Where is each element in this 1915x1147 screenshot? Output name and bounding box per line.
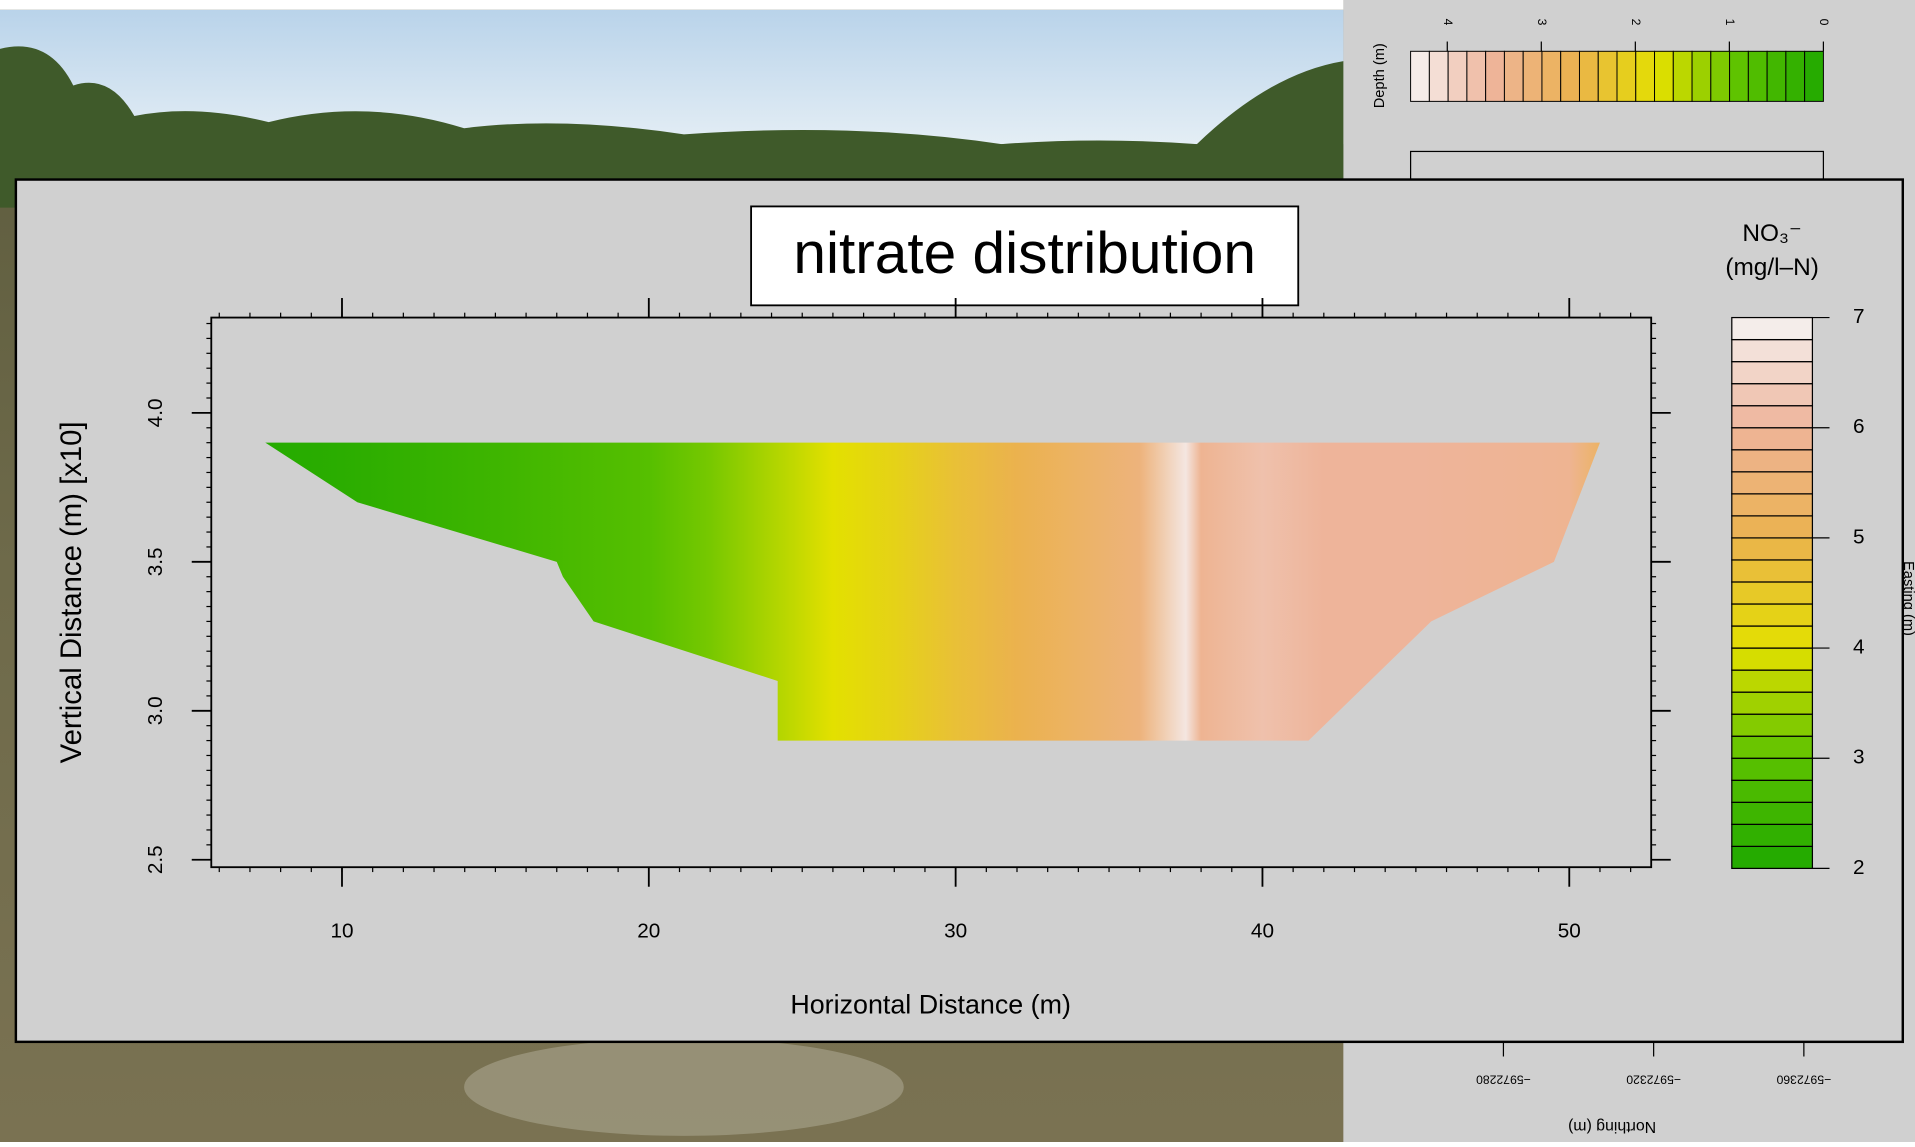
depth-band xyxy=(1805,51,1824,101)
depth-band xyxy=(1655,51,1674,101)
northing-tick-label: −5972320 xyxy=(1626,1072,1681,1086)
colorbar-band xyxy=(1732,758,1813,780)
depth-band xyxy=(1673,51,1692,101)
colorbar-band xyxy=(1732,648,1813,670)
colorbar-band xyxy=(1732,780,1813,802)
depth-tick-label: 0 xyxy=(1817,19,1831,26)
y-tick-label: 2.5 xyxy=(144,845,167,874)
colorbar-band xyxy=(1732,846,1813,868)
colorbar-band xyxy=(1732,516,1813,538)
depth-band xyxy=(1486,51,1505,101)
depth-band xyxy=(1692,51,1711,101)
depth-tick-label: 1 xyxy=(1723,19,1737,26)
colorbar-tick-label: 2 xyxy=(1853,856,1865,879)
colorbar-band xyxy=(1732,428,1813,450)
colorbar-band xyxy=(1732,824,1813,846)
colorbar-band xyxy=(1732,582,1813,604)
depth-tick-label: 2 xyxy=(1629,19,1643,26)
colorbar-tick-label: 3 xyxy=(1853,746,1865,769)
legend-title: NO₃⁻ xyxy=(1742,220,1801,247)
depth-band xyxy=(1504,51,1523,101)
x-axis-label: Horizontal Distance (m) xyxy=(790,990,1071,1020)
legend-unit: (mg/l–N) xyxy=(1725,254,1819,281)
depth-band xyxy=(1467,51,1486,101)
colorbar-band xyxy=(1732,714,1813,736)
colorbar-band xyxy=(1732,670,1813,692)
x-tick-label: 40 xyxy=(1251,919,1274,942)
colorbar-band xyxy=(1732,802,1813,824)
depth-band xyxy=(1411,51,1430,101)
x-tick-label: 20 xyxy=(637,919,660,942)
depth-band xyxy=(1448,51,1467,101)
depth-tick-label: 4 xyxy=(1441,19,1455,26)
x-tick-label: 30 xyxy=(944,919,967,942)
depth-band xyxy=(1429,51,1448,101)
colorbar-band xyxy=(1732,626,1813,648)
y-tick-label: 3.0 xyxy=(144,696,167,725)
x-axis-label: Northing (m) xyxy=(1568,1118,1656,1135)
depth-band xyxy=(1579,51,1598,101)
depth-tick-label: 3 xyxy=(1535,19,1549,26)
colorbar-band xyxy=(1732,340,1813,362)
depth-band xyxy=(1711,51,1730,101)
depth-band xyxy=(1636,51,1655,101)
colorbar-label: Depth (m) xyxy=(1372,43,1388,108)
colorbar-band xyxy=(1732,604,1813,626)
depth-band xyxy=(1748,51,1767,101)
depth-band xyxy=(1561,51,1580,101)
colorbar-band xyxy=(1732,406,1813,428)
depth-band xyxy=(1730,51,1749,101)
colorbar-tick-label: 6 xyxy=(1853,415,1865,438)
northing-tick-label: −5972360 xyxy=(1776,1072,1831,1086)
colorbar-band xyxy=(1732,736,1813,758)
colorbar-band xyxy=(1732,318,1813,340)
depth-band xyxy=(1598,51,1617,101)
colorbar-band xyxy=(1732,362,1813,384)
y-tick-label: 4.0 xyxy=(144,398,167,427)
y-tick-label: 3.5 xyxy=(144,547,167,576)
depth-band xyxy=(1617,51,1636,101)
depth-band xyxy=(1767,51,1786,101)
colorbar-tick-label: 7 xyxy=(1853,305,1865,328)
colorbar-band xyxy=(1732,692,1813,714)
y-axis-label: Vertical Distance (m) [x10] xyxy=(55,421,88,763)
depth-band xyxy=(1786,51,1805,101)
chart-title: nitrate distribution xyxy=(793,221,1256,286)
depth-band xyxy=(1542,51,1561,101)
colorbar-band xyxy=(1732,538,1813,560)
x-tick-label: 50 xyxy=(1558,919,1581,942)
colorbar-band xyxy=(1732,384,1813,406)
northing-tick-label: −5972280 xyxy=(1476,1072,1531,1086)
colorbar-band xyxy=(1732,450,1813,472)
x-tick-label: 10 xyxy=(330,919,353,942)
colorbar-tick-label: 4 xyxy=(1853,636,1865,659)
colorbar-band xyxy=(1732,472,1813,494)
colorbar-band xyxy=(1732,494,1813,516)
colorbar-tick-label: 5 xyxy=(1853,525,1865,548)
depth-band xyxy=(1523,51,1542,101)
page: {"chart_data": {"type": "contour", "titl… xyxy=(0,0,1915,1142)
colorbar-band xyxy=(1732,560,1813,582)
figure: 43210−5972280−5972320−5972360 Depth (m) … xyxy=(0,0,1915,1142)
